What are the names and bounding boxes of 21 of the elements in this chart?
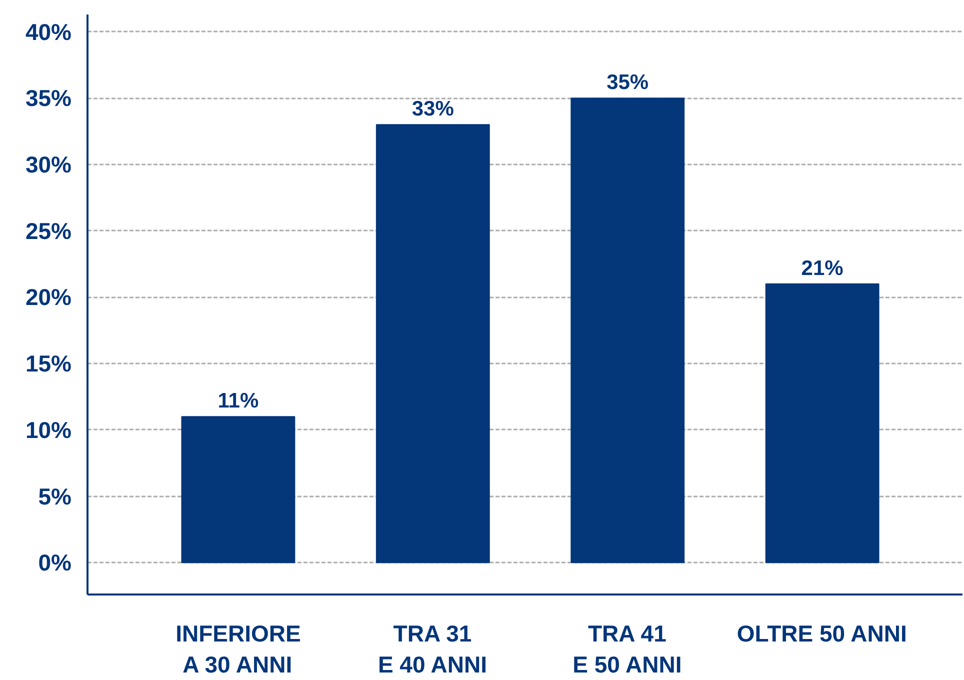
y-tick-label: 20%	[25, 284, 72, 310]
y-tick-label: 15%	[25, 350, 72, 377]
y-tick-label: 10%	[25, 416, 72, 443]
x-tick-label: OLTRE 50 ANNI	[736, 620, 907, 646]
x-tick-label: TRA 41 E 50 ANNI	[572, 620, 682, 678]
x-tick-label: INFERIORE A 30 ANNI	[176, 620, 301, 678]
bar	[376, 124, 490, 564]
bar	[765, 283, 880, 564]
data-label: 21%	[801, 256, 844, 280]
y-tick-label: 35%	[25, 85, 72, 112]
data-label: 35%	[606, 71, 649, 94]
y-tick-label: 30%	[25, 151, 72, 178]
bar	[570, 98, 685, 564]
y-tick-label: 40%	[25, 18, 72, 45]
y-tick-label: 5%	[38, 483, 72, 510]
data-label: 33%	[412, 98, 454, 121]
y-tick-label: 25%	[25, 218, 72, 244]
y-tick-label: 0%	[38, 550, 72, 576]
data-label: 11%	[218, 390, 259, 413]
bar	[181, 416, 296, 564]
x-tick-label: TRA 31 E 40 ANNI	[378, 620, 488, 678]
